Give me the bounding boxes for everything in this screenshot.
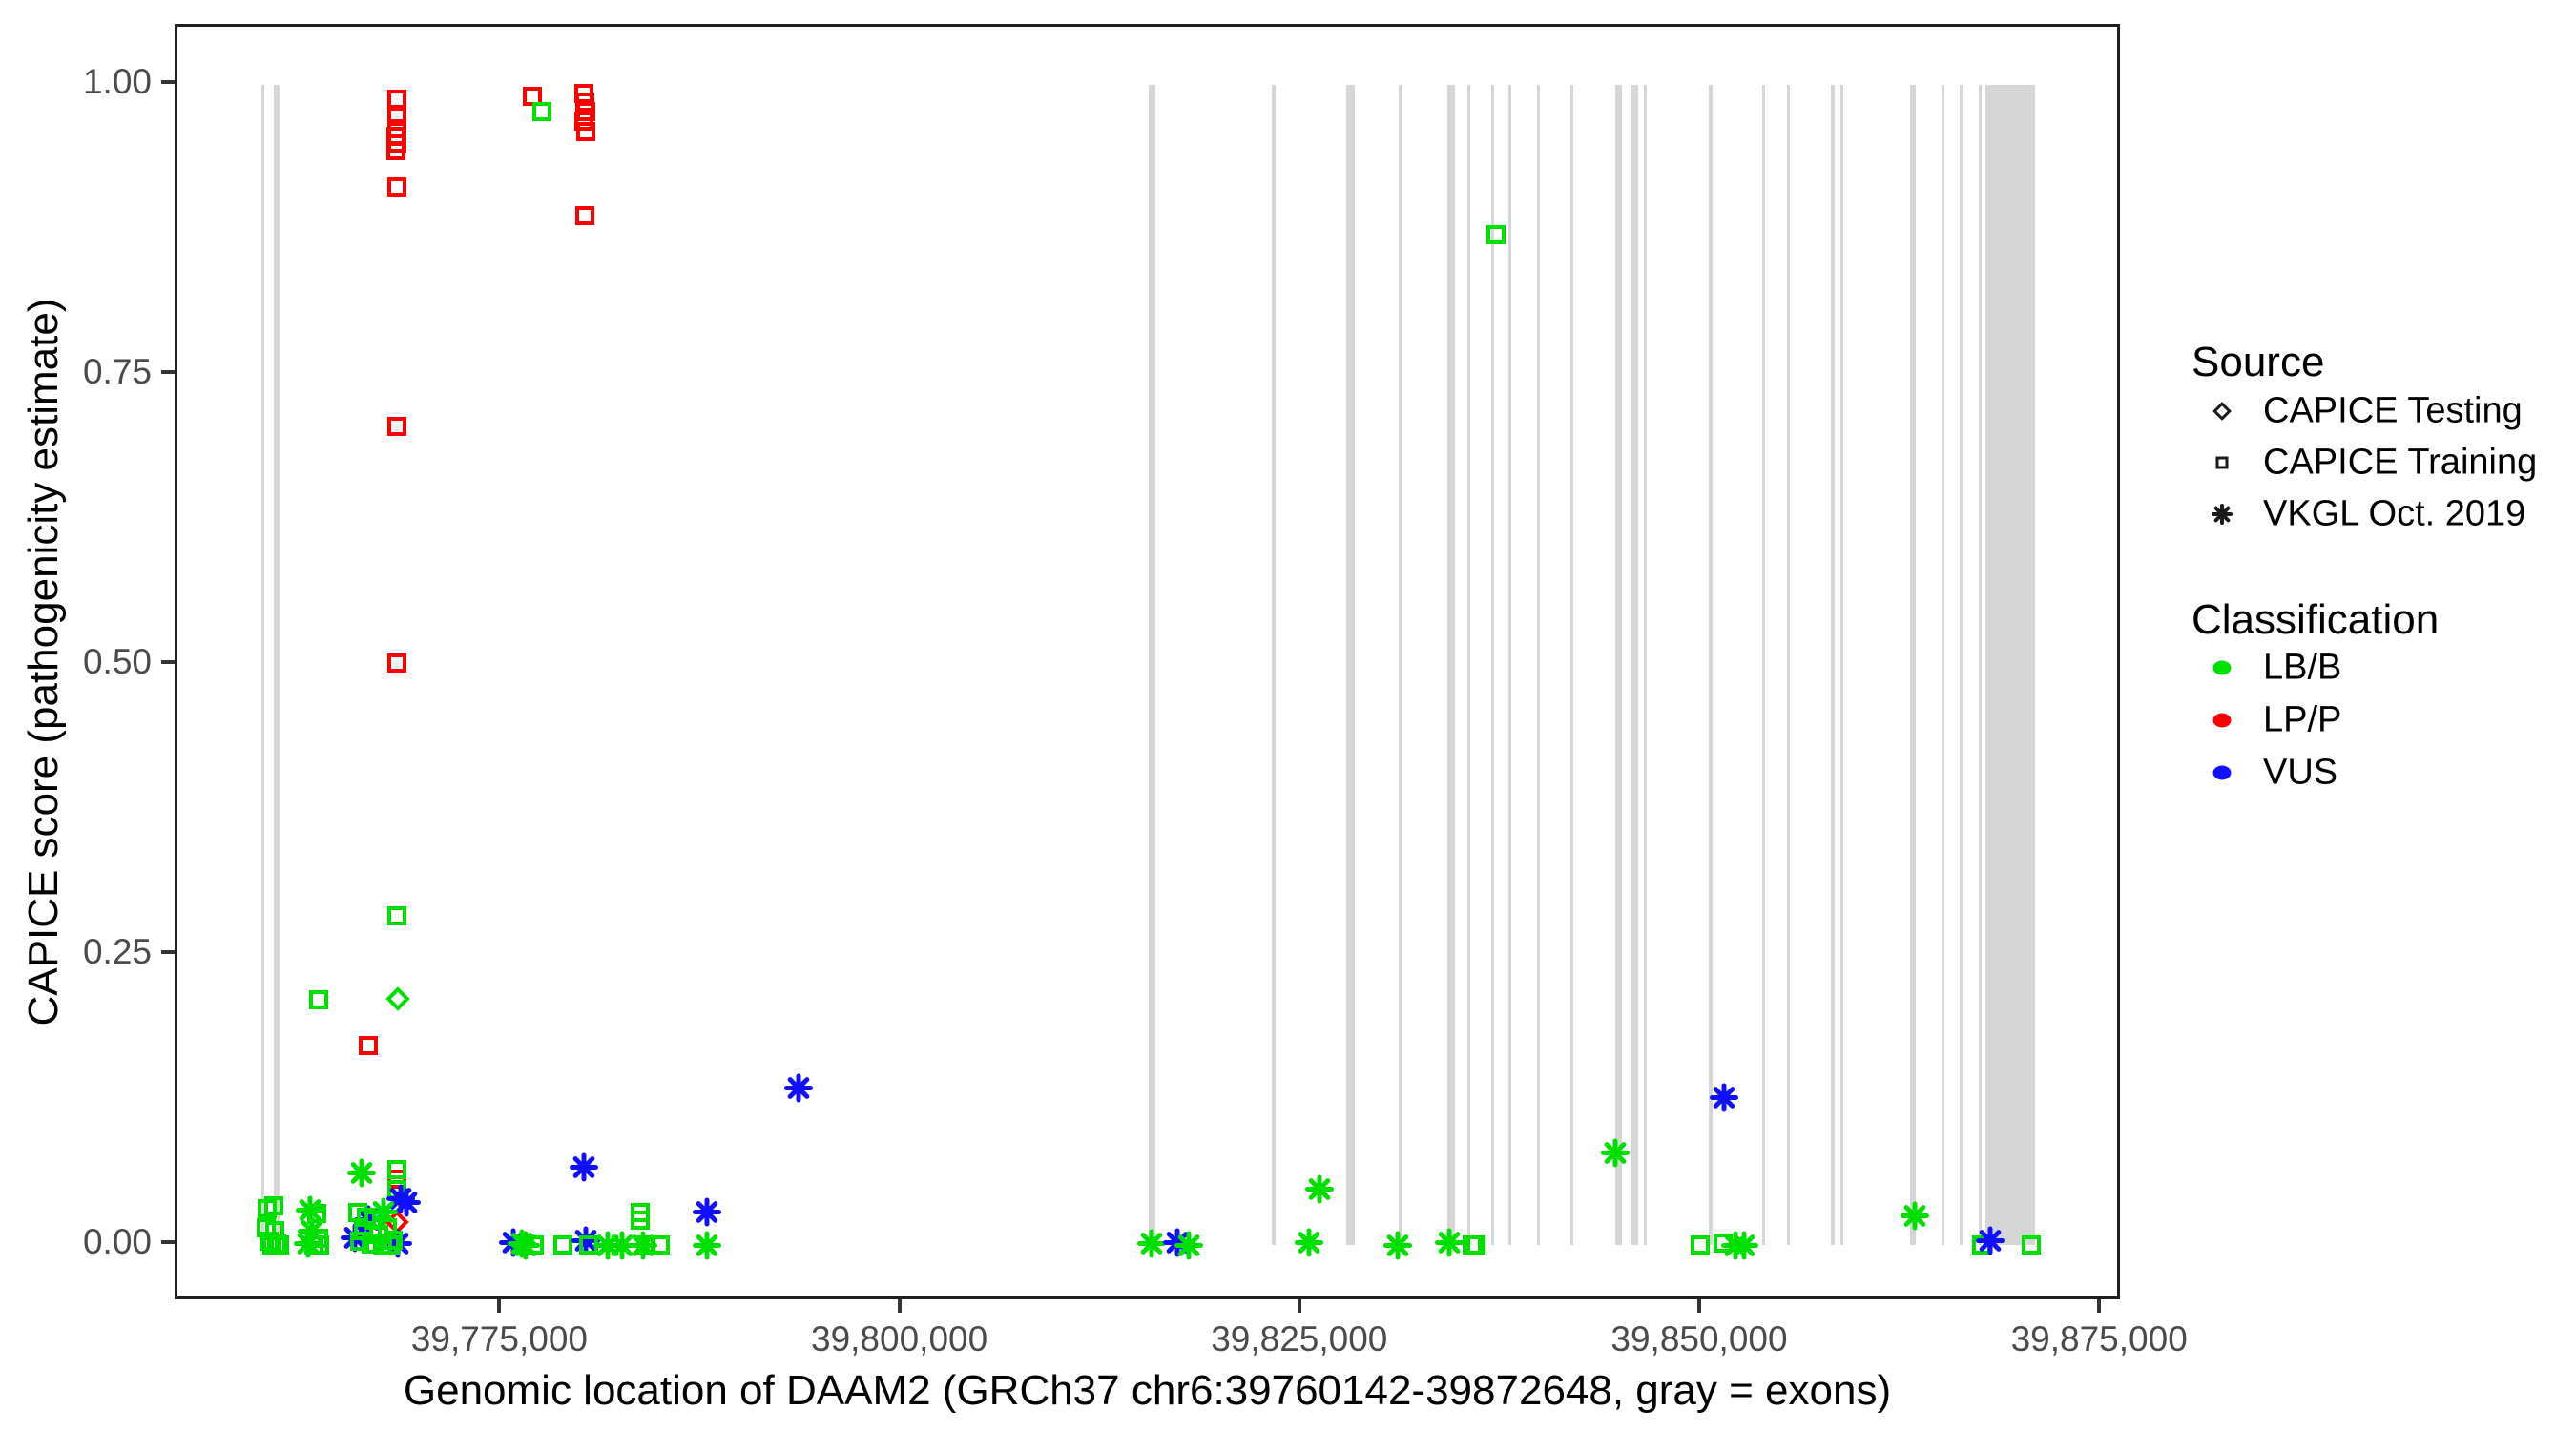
y-tick-mark (161, 660, 175, 664)
x-tick-mark (1297, 1299, 1301, 1313)
data-point (386, 416, 406, 436)
data-point (263, 1195, 283, 1215)
data-point (524, 1235, 544, 1255)
legend-classification-label: VUS (2263, 752, 2338, 793)
legend-source-label: CAPICE Training (2263, 442, 2538, 483)
data-point (386, 177, 406, 197)
data-point (270, 1235, 290, 1255)
exon-bar (1762, 85, 1766, 1245)
color-dot-icon (2212, 660, 2232, 675)
exon-bar (1570, 85, 1574, 1245)
exon-bar (1148, 85, 1155, 1245)
y-tick-label: 0.75 (82, 352, 152, 391)
x-tick-label: 39,800,000 (811, 1319, 988, 1358)
exon-bar (1942, 85, 1945, 1245)
exon-bar (1709, 85, 1714, 1245)
y-axis-title: CAPICE score (pathogenicity estimate) (20, 298, 67, 1026)
data-point (575, 121, 595, 141)
legend-classification-label: LB/B (2263, 647, 2342, 688)
legend-source-title: Source (2192, 339, 2325, 385)
legend-source-label: CAPICE Testing (2263, 390, 2523, 431)
color-dot-icon (2212, 765, 2232, 780)
x-tick-label: 39,825,000 (1211, 1319, 1388, 1358)
data-point (574, 206, 594, 226)
data-point (523, 87, 543, 107)
x-tick-mark (497, 1299, 502, 1313)
data-point (2022, 1235, 2042, 1255)
legend-classification-title: Classification (2192, 596, 2440, 643)
x-tick-mark (2097, 1299, 2102, 1313)
exon-bar (1831, 85, 1836, 1245)
data-point (386, 1159, 406, 1179)
data-point (309, 990, 329, 1010)
x-tick-mark (897, 1299, 902, 1313)
exon-bar (1644, 85, 1648, 1245)
data-point (386, 905, 406, 925)
data-point (381, 1235, 401, 1255)
exon-bar (1910, 85, 1917, 1245)
exon-bar (1631, 85, 1639, 1245)
exon-bar (1787, 85, 1791, 1245)
y-tick-label: 0.25 (82, 932, 152, 971)
exon-bar (274, 85, 280, 1245)
legend-source-label: VKGL Oct. 2019 (2263, 493, 2526, 534)
y-tick-mark (161, 950, 175, 954)
data-point (532, 101, 552, 121)
exon-bar (261, 85, 265, 1245)
data-point (651, 1235, 671, 1255)
legend-classification-label: LP/P (2263, 699, 2342, 740)
exon-bar (1537, 85, 1541, 1245)
data-point (386, 653, 406, 673)
data-point (1691, 1235, 1711, 1255)
square-key-icon (2215, 456, 2229, 469)
exon-bar (1271, 85, 1276, 1245)
data-point (384, 986, 410, 1011)
y-tick-mark (161, 370, 175, 374)
x-tick-label: 39,850,000 (1610, 1319, 1788, 1358)
data-point (361, 1234, 381, 1254)
y-tick-label: 1.00 (82, 62, 152, 101)
y-tick-mark (161, 80, 175, 84)
x-tick-label: 39,875,000 (2010, 1319, 2188, 1358)
y-tick-label: 0.00 (82, 1222, 152, 1261)
data-point (1465, 1235, 1485, 1255)
exon-bar (1615, 85, 1623, 1245)
exon-bar (1466, 85, 1470, 1245)
color-dot-icon (2212, 713, 2232, 728)
data-point (386, 89, 406, 109)
exon-bar (1345, 85, 1355, 1245)
exon-bar (1985, 85, 2036, 1245)
data-point (359, 1035, 379, 1055)
data-point (386, 141, 406, 161)
x-axis-title: Genomic location of DAAM2 (GRCh37 chr6:3… (403, 1367, 1892, 1414)
data-point (377, 1217, 397, 1237)
exon-bar (1507, 85, 1511, 1245)
data-point (350, 1232, 370, 1252)
plot-panel (175, 24, 2120, 1299)
x-tick-mark (1696, 1299, 1701, 1313)
exon-bar (1490, 85, 1494, 1245)
exon-bar (1960, 85, 1963, 1245)
y-tick-label: 0.50 (82, 642, 152, 681)
data-point (1485, 224, 1506, 244)
exon-bar (1398, 85, 1402, 1245)
data-point (303, 1235, 323, 1255)
data-point (631, 1211, 651, 1231)
exon-bar (1979, 85, 1983, 1245)
data-point (573, 111, 593, 131)
x-tick-label: 39,775,000 (410, 1319, 588, 1358)
exon-bar (1840, 85, 1844, 1245)
y-tick-mark (161, 1240, 175, 1244)
data-point (386, 106, 406, 126)
exon-bar (1446, 85, 1455, 1245)
data-point (553, 1235, 573, 1255)
diamond-key-icon (2212, 402, 2232, 421)
